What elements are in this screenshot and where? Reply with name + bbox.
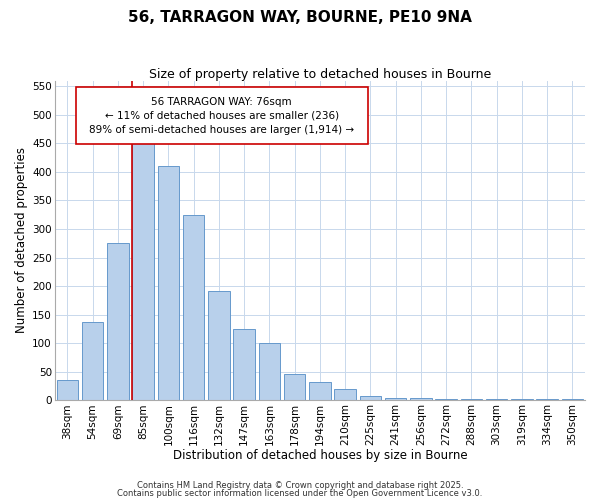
- Bar: [359, 396, 381, 400]
- Bar: [183, 215, 205, 400]
- Bar: [158, 166, 179, 400]
- Y-axis label: Number of detached properties: Number of detached properties: [15, 148, 28, 334]
- Bar: [284, 374, 305, 400]
- FancyBboxPatch shape: [76, 87, 368, 144]
- Bar: [410, 398, 431, 400]
- Bar: [385, 398, 406, 400]
- Bar: [133, 144, 154, 400]
- Text: 56 TARRAGON WAY: 76sqm
← 11% of detached houses are smaller (236)
89% of semi-de: 56 TARRAGON WAY: 76sqm ← 11% of detached…: [89, 96, 355, 134]
- X-axis label: Distribution of detached houses by size in Bourne: Distribution of detached houses by size …: [173, 450, 467, 462]
- Text: 56, TARRAGON WAY, BOURNE, PE10 9NA: 56, TARRAGON WAY, BOURNE, PE10 9NA: [128, 10, 472, 25]
- Bar: [334, 389, 356, 400]
- Text: Contains HM Land Registry data © Crown copyright and database right 2025.: Contains HM Land Registry data © Crown c…: [137, 481, 463, 490]
- Bar: [208, 290, 230, 401]
- Bar: [309, 382, 331, 400]
- Bar: [56, 380, 78, 400]
- Text: Contains public sector information licensed under the Open Government Licence v3: Contains public sector information licen…: [118, 488, 482, 498]
- Bar: [107, 244, 128, 400]
- Bar: [233, 329, 255, 400]
- Title: Size of property relative to detached houses in Bourne: Size of property relative to detached ho…: [149, 68, 491, 80]
- Bar: [259, 344, 280, 400]
- Bar: [82, 322, 103, 400]
